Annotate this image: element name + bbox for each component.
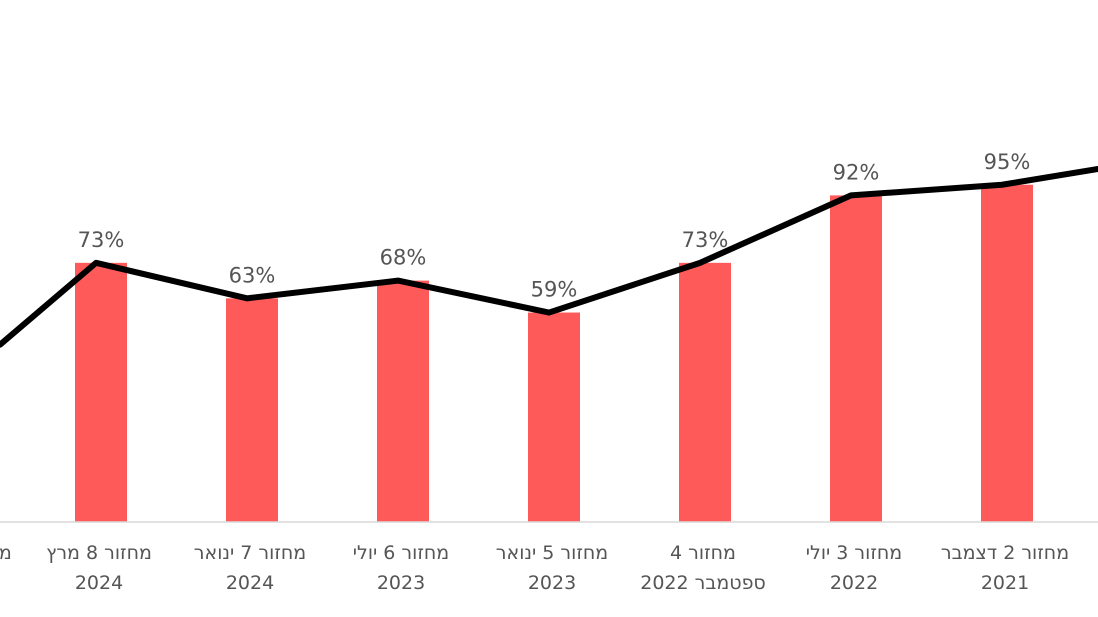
bar-4	[528, 312, 580, 522]
bar-5	[679, 262, 731, 522]
x-tick-labels-group: מחזור 8 מרץ 2024 מחזור 7 ינואר 2024 מחזור 6 …	[0, 542, 1069, 594]
data-label-2: 63%	[229, 263, 276, 287]
bar-1	[75, 262, 127, 522]
x-tick-label-5-line2: ספטמבר 2022	[640, 572, 766, 594]
data-label-1: 73%	[78, 228, 125, 252]
x-tick-label-6-line2: 2022	[830, 572, 878, 594]
data-label-5: 73%	[682, 228, 729, 252]
bar-7	[981, 184, 1033, 522]
x-tick-label-4-line2: 2023	[528, 572, 576, 594]
x-tick-label-partial: מר	[0, 542, 12, 564]
x-tick-label-1-line2: 2024	[75, 572, 123, 594]
x-tick-label-4-line1: מחזור 5 ינואר	[496, 542, 608, 564]
data-label-4: 59%	[531, 278, 578, 302]
trend-line	[0, 166, 1098, 348]
x-tick-label-7-line2: 2021	[981, 572, 1029, 594]
data-labels-group: 73% 63% 68% 59% 73% 92% 95%	[78, 150, 1031, 302]
data-label-3: 68%	[380, 246, 427, 270]
data-label-6: 92%	[833, 160, 880, 184]
bar-3	[377, 280, 429, 522]
x-tick-label-3-line1: מחזור 6 יולי	[353, 542, 449, 564]
bars-group	[75, 184, 1033, 522]
data-label-7: 95%	[984, 150, 1031, 174]
x-tick-label-6-line1: מחזור 3 יולי	[806, 542, 902, 564]
x-tick-label-1-line1: מחזור 8 מרץ	[46, 542, 152, 564]
x-tick-label-2-line2: 2024	[226, 572, 274, 594]
x-tick-label-2-line1: מחזור 7 ינואר	[194, 542, 306, 564]
bar-6	[830, 195, 882, 522]
x-tick-label-5-line1: מחזור 4	[670, 542, 736, 564]
x-tick-label-7-line1: מחזור 2 דצמבר	[941, 542, 1069, 564]
x-tick-label-3-line2: 2023	[377, 572, 425, 594]
bar-2	[226, 298, 278, 522]
